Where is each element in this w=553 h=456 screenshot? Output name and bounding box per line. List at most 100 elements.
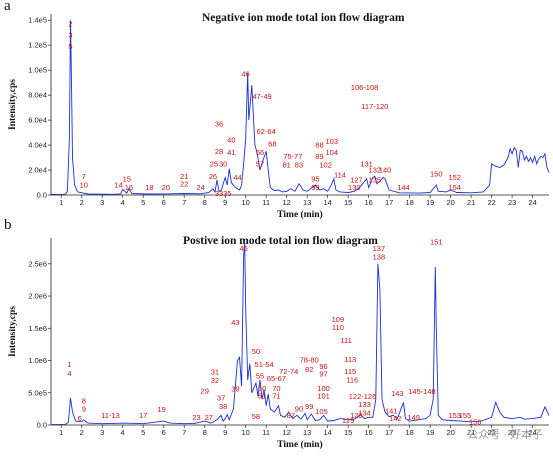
x-tick-label: 13: [303, 198, 311, 207]
peak-label: 18: [145, 183, 153, 192]
peak-label: 110: [332, 323, 344, 332]
x-tick-label: 15: [344, 198, 352, 207]
y-tick-label: 6.0e4: [28, 116, 47, 125]
x-tick-label: 20: [446, 198, 454, 207]
peak-label: 140: [379, 166, 392, 175]
peak-label: 47-49: [252, 92, 271, 101]
peak-label: 23: [192, 413, 200, 422]
x-tick-label: 24: [528, 428, 536, 437]
peak-label: 138: [373, 252, 386, 261]
peak-label: 1: [67, 360, 71, 369]
peak-label: 100: [317, 384, 330, 393]
peak-label: 33: [215, 189, 223, 198]
peak-label: 149: [407, 413, 420, 422]
chart-pos: 1 2 3 4 5 6 7 8 9 10 11 12 13 14 15 16 17 18 19 20 21 22 23 240…: [8, 237, 550, 450]
peak-label: 137: [373, 244, 386, 253]
peak-label: 116: [346, 375, 358, 384]
peak-label: 43: [231, 318, 239, 327]
x-tick-label: 6: [162, 198, 166, 207]
peak-label: 15: [123, 174, 131, 183]
peak-label: 155: [459, 411, 472, 420]
peak-label: 27: [205, 413, 213, 422]
x-tick-label: 19: [426, 198, 434, 207]
peak-label: 10: [80, 181, 88, 190]
x-tick-label: 1: [59, 198, 63, 207]
y-tick-label: 1.2e5: [28, 41, 47, 50]
peak-label: 88: [315, 141, 323, 150]
peak-label: 90: [295, 404, 303, 413]
x-tick-label: 8: [203, 198, 207, 207]
x-tick-label: 20: [446, 428, 454, 437]
x-tick-label: 7: [182, 428, 186, 437]
peak-label: 26: [209, 172, 217, 181]
peak-label: 14: [114, 181, 122, 190]
peak-label: 65-67: [267, 374, 286, 383]
peak-label: 30: [219, 159, 227, 168]
peak-label: 89: [315, 152, 323, 161]
x-tick-label: 18: [405, 428, 413, 437]
x-tick-label: 8: [203, 428, 207, 437]
peak-label: 72-74: [279, 367, 298, 376]
y-tick-label: 1.0e5: [28, 66, 47, 75]
peak-label: 127: [350, 176, 363, 185]
x-tick-label: 21: [467, 428, 475, 437]
peak-label: 4: [67, 369, 71, 378]
peak-label: 114: [334, 171, 346, 180]
x-tick-label: 11: [262, 198, 270, 207]
peak-label: 78-80: [300, 355, 319, 364]
peak-label: 156: [469, 417, 482, 426]
peak-label: 135: [369, 176, 382, 185]
peak-label: 130: [348, 183, 361, 192]
x-tick-label: 23: [508, 198, 516, 207]
x-axis-label: Time (min): [277, 209, 322, 220]
peak-label: 101: [317, 392, 330, 401]
peak-label: 117-120: [361, 102, 388, 111]
x-tick-label: 5: [141, 428, 145, 437]
peak-label: 128: [350, 411, 363, 420]
peak-label: 99: [311, 183, 319, 192]
peak-label: 40: [227, 136, 235, 145]
peak-label: 56: [256, 148, 264, 157]
peak-label: 144: [397, 183, 410, 192]
peak-label: 97: [319, 370, 327, 379]
watermark: 公众号 · 好本子: [467, 429, 543, 441]
x-tick-label: 5: [141, 198, 145, 207]
y-tick-label: 2.5e6: [28, 259, 47, 268]
peak-label: 61: [258, 392, 266, 401]
peak-label: 5: [68, 42, 72, 51]
peak-label: 8: [82, 397, 86, 406]
peak-label: 11-13: [101, 411, 120, 420]
x-tick-label: 14: [323, 428, 331, 437]
peak-label: 151: [430, 237, 443, 246]
peak-label: 25: [210, 159, 218, 168]
peak-label: 58: [252, 412, 260, 421]
peak-label: 68: [268, 139, 276, 148]
y-tick-label: 1.5e6: [28, 324, 47, 333]
peak-label: 150: [430, 169, 443, 178]
x-tick-label: 19: [426, 428, 434, 437]
y-tick-label: 0.0: [37, 421, 47, 430]
x-tick-label: 16: [364, 198, 372, 207]
x-tick-label: 21: [467, 198, 475, 207]
x-tick-label: 6: [162, 428, 166, 437]
x-tick-label: 9: [223, 198, 227, 207]
peak-label: 60: [258, 384, 266, 393]
peak-label: 39: [231, 384, 239, 393]
peak-label: 115: [344, 367, 356, 376]
x-tick-label: 9: [223, 428, 227, 437]
x-tick-label: 4: [121, 198, 125, 207]
peak-label: 3: [68, 31, 72, 40]
peak-label: 133: [358, 400, 371, 409]
peak-label: 82: [305, 365, 313, 374]
x-tick-label: 24: [528, 198, 536, 207]
peak-label: 134: [358, 408, 371, 417]
peak-label: 20: [162, 183, 170, 192]
peak-label: 143: [391, 389, 404, 398]
y-tick-label: 1.0e6: [28, 356, 47, 365]
x-tick-label: 16: [364, 428, 372, 437]
peak-label: 31: [211, 368, 219, 377]
peak-label: 129: [342, 416, 355, 425]
peak-label: 104: [326, 148, 339, 157]
peak-label: 28: [215, 147, 223, 156]
peak-label: 106-108: [351, 83, 379, 92]
